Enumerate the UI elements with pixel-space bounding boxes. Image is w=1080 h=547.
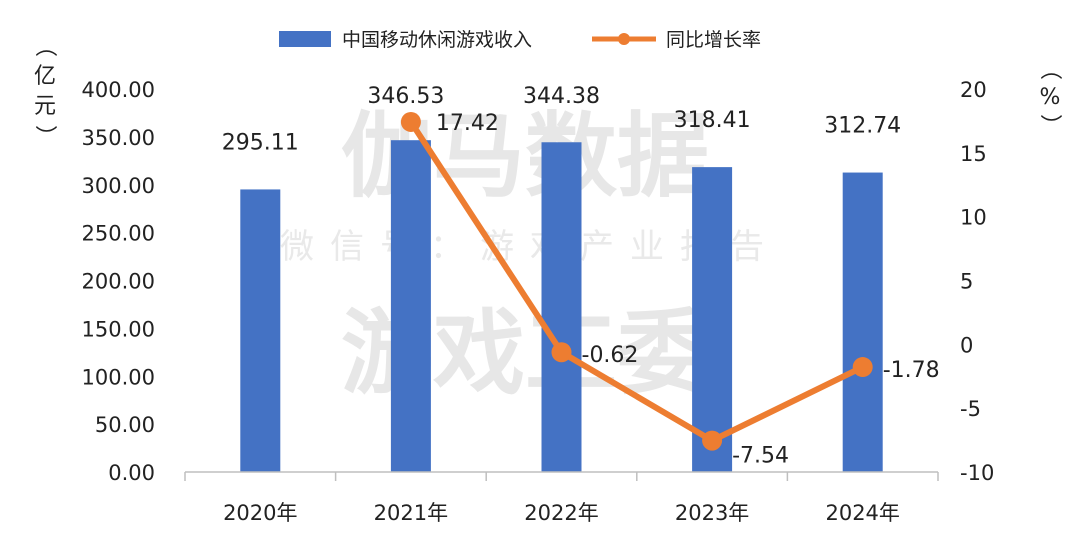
line-value-label: -1.78 [883,358,940,383]
legend-bar-label: 中国移动休闲游戏收入 [342,29,532,51]
right-tick-label: 5 [960,270,973,294]
left-tick-label: 400.00 [82,78,155,102]
right-tick-label: 10 [960,206,987,230]
left-tick-label: 0.00 [108,461,155,485]
legend-line-marker [618,33,630,45]
x-tick-label: 2023年 [675,501,749,525]
right-tick-label: -10 [960,461,994,485]
left-tick-label: 300.00 [82,174,155,198]
left-tick-label: 100.00 [82,365,155,389]
x-tick-label: 2024年 [825,501,899,525]
left-axis-ticks: 0.00 50.00 100.00 150.00 200.00 250.00 300.00 3… [82,78,155,485]
left-tick-label: 200.00 [82,270,155,294]
bar-value-label: 344.38 [523,84,600,109]
right-tick-label: 20 [960,78,987,102]
growth-marker [400,111,421,132]
line-series [400,111,873,451]
bar-value-label: 346.53 [367,84,444,109]
bar [692,167,733,472]
x-axis: 2020年 2021年 2022年 2023年 2024年 [184,471,939,525]
watermark-line2: 微信号：游戏产业报告 [280,227,780,267]
growth-marker [702,430,723,451]
x-tick-label: 2021年 [374,501,448,525]
right-unit-char: ） [1037,114,1062,136]
right-axis-unit: （% ） [1037,58,1062,136]
left-tick-label: 150.00 [82,317,155,341]
line-value-labels: 17.42 -0.62 -7.54 -1.78 [436,111,940,469]
bar-value-labels: 295.11 346.53 344.38 318.41 312.74 [222,84,901,155]
left-unit-char: （ [32,35,57,57]
bar [541,142,582,472]
right-tick-label: -5 [960,397,981,421]
left-tick-label: 50.00 [95,413,155,437]
right-unit-char: （ [1037,58,1062,80]
left-unit-char: ） [32,125,57,147]
left-tick-label: 250.00 [82,222,155,246]
legend-line-label: 同比增长率 [666,29,761,51]
bar [390,140,431,473]
right-tick-label: 15 [960,142,987,166]
left-unit-char: 亿 [34,64,56,89]
growth-marker [852,357,873,378]
line-value-label: -7.54 [732,444,789,469]
left-tick-label: 350.00 [82,126,155,150]
x-tick-label: 2020年 [223,501,297,525]
bar-value-label: 318.41 [674,108,751,133]
left-axis-unit: （ 亿元 ） [32,35,57,147]
legend-bar-swatch [279,31,331,47]
legend: 中国移动休闲游戏收入 同比增长率 [279,29,761,51]
bar [240,189,281,472]
growth-line [408,120,865,444]
x-tick-label: 2022年 [524,501,598,525]
line-value-label: 17.42 [436,111,499,136]
right-unit-char: % [1040,85,1061,110]
right-tick-label: 0 [960,333,973,357]
bar-value-label: 295.11 [222,130,299,155]
left-unit-char: 元 [34,94,56,119]
line-value-label: -0.62 [582,343,639,368]
bar-value-label: 312.74 [824,114,901,139]
bar [842,172,883,472]
right-axis-ticks: -10 -5 0 5 10 15 20 [960,78,994,485]
bar-series [240,140,883,473]
growth-marker [551,342,572,363]
